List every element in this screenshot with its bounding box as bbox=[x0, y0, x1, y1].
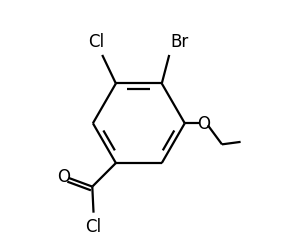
Text: O: O bbox=[197, 115, 210, 133]
Text: O: O bbox=[57, 167, 70, 185]
Text: Br: Br bbox=[170, 33, 188, 51]
Text: Cl: Cl bbox=[88, 33, 104, 51]
Text: Cl: Cl bbox=[85, 217, 102, 235]
